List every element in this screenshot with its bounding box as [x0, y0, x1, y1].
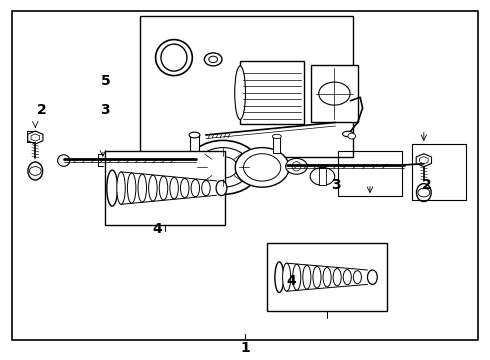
Text: 2: 2	[421, 179, 431, 192]
Text: 4: 4	[152, 222, 162, 235]
Ellipse shape	[368, 270, 377, 284]
Circle shape	[318, 82, 350, 105]
Ellipse shape	[159, 176, 168, 200]
Circle shape	[286, 158, 307, 174]
Ellipse shape	[156, 40, 192, 76]
Ellipse shape	[416, 184, 431, 202]
Ellipse shape	[138, 174, 147, 202]
Bar	[338, 151, 402, 196]
Ellipse shape	[107, 170, 118, 206]
Ellipse shape	[191, 180, 199, 197]
Ellipse shape	[28, 162, 43, 180]
Ellipse shape	[170, 177, 178, 199]
Text: 2: 2	[37, 103, 47, 117]
Ellipse shape	[58, 155, 70, 166]
Ellipse shape	[313, 266, 321, 288]
Bar	[412, 144, 465, 200]
Circle shape	[209, 56, 218, 63]
Circle shape	[204, 53, 222, 66]
Circle shape	[235, 148, 289, 187]
Text: 3: 3	[331, 179, 341, 192]
Ellipse shape	[283, 263, 291, 291]
Text: 3: 3	[100, 103, 110, 117]
Ellipse shape	[235, 66, 245, 120]
Circle shape	[208, 157, 238, 178]
Ellipse shape	[117, 172, 125, 204]
Ellipse shape	[353, 271, 362, 284]
Circle shape	[186, 140, 260, 194]
Ellipse shape	[127, 173, 136, 203]
Ellipse shape	[292, 162, 301, 171]
Ellipse shape	[275, 262, 284, 292]
Bar	[273, 136, 280, 153]
Ellipse shape	[333, 269, 341, 286]
Circle shape	[348, 133, 356, 139]
Ellipse shape	[293, 264, 301, 290]
Ellipse shape	[272, 134, 281, 139]
Ellipse shape	[303, 265, 311, 289]
Bar	[105, 151, 225, 225]
Bar	[267, 243, 387, 311]
Ellipse shape	[202, 180, 210, 196]
Text: 1: 1	[240, 342, 250, 355]
Circle shape	[418, 188, 430, 197]
Bar	[311, 65, 358, 122]
Ellipse shape	[343, 131, 353, 136]
Bar	[190, 135, 199, 157]
Ellipse shape	[180, 178, 189, 198]
Ellipse shape	[216, 180, 227, 196]
Bar	[140, 16, 353, 157]
Bar	[318, 168, 326, 185]
Ellipse shape	[189, 132, 200, 138]
Circle shape	[310, 167, 335, 185]
Polygon shape	[31, 134, 40, 141]
Bar	[240, 61, 304, 124]
Text: 4: 4	[287, 274, 296, 288]
Polygon shape	[416, 154, 432, 167]
Ellipse shape	[343, 270, 351, 285]
Polygon shape	[27, 131, 43, 144]
Circle shape	[244, 154, 281, 181]
Ellipse shape	[161, 44, 187, 71]
Ellipse shape	[323, 267, 331, 287]
Text: 5: 5	[100, 74, 110, 88]
Polygon shape	[419, 157, 428, 164]
Circle shape	[196, 148, 250, 187]
Circle shape	[29, 167, 41, 175]
Ellipse shape	[148, 175, 157, 201]
